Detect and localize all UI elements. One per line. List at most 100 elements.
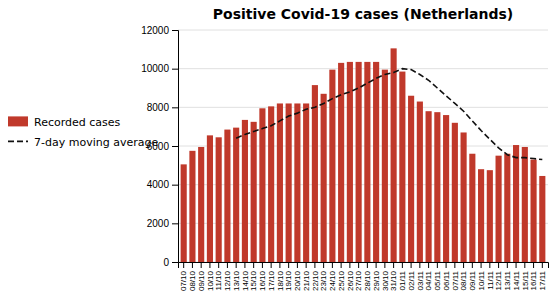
x-tick-label: 17/10: [267, 270, 276, 291]
x-tick-label: 27/10: [354, 270, 363, 291]
x-tick: 10/11: [477, 262, 486, 290]
bar: [496, 156, 502, 262]
x-tick-label: 25/10: [337, 270, 346, 291]
x-tick: 31/10: [389, 262, 398, 291]
x-tick-label: 15/10: [249, 270, 258, 291]
x-axis-line: [179, 263, 549, 269]
x-tick-mark: [271, 262, 272, 268]
x-tick-mark: [279, 262, 280, 268]
x-tick: 03/11: [416, 262, 425, 290]
x-tick: 19/10: [284, 262, 293, 291]
x-tick-mark: [516, 262, 517, 268]
bar: [277, 103, 283, 262]
x-tick: 13/11: [503, 262, 512, 290]
x-tick: 28/10: [363, 262, 372, 291]
x-tick: 21/10: [302, 262, 311, 291]
x-tick-mark: [227, 262, 228, 268]
x-tick: 16/11: [529, 262, 538, 290]
x-tick-label: 07/10: [179, 270, 188, 291]
bar: [531, 160, 537, 262]
line: [236, 69, 542, 160]
bar: [539, 176, 545, 262]
legend-swatch: [8, 141, 28, 143]
x-tick: 17/11: [538, 262, 547, 290]
x-tick-mark: [446, 262, 447, 268]
x-tick-label: 02/11: [407, 270, 416, 290]
x-tick-mark: [253, 262, 254, 268]
x-tick-mark: [419, 262, 420, 268]
x-tick: 18/10: [276, 262, 285, 291]
x-tick-label: 30/10: [381, 270, 390, 291]
x-tick-label: 12/10: [223, 270, 232, 291]
x-tick-label: 31/10: [389, 270, 398, 291]
bar-series: [181, 48, 546, 262]
x-tick-label: 08/10: [188, 270, 197, 291]
x-tick-label: 14/10: [241, 270, 250, 291]
x-tick-label: 17/11: [538, 270, 547, 290]
bar: [452, 123, 458, 262]
grid: [178, 30, 548, 262]
bar: [181, 164, 187, 262]
y-tick: 8000: [147, 102, 178, 113]
x-tick-label: 18/10: [276, 270, 285, 291]
x-tick: 15/11: [521, 262, 530, 290]
y-tick: 12000: [141, 25, 178, 36]
x-tick: 09/11: [468, 262, 477, 290]
bar: [434, 112, 440, 262]
bar: [373, 62, 379, 262]
x-tick-mark: [236, 262, 237, 268]
x-tick: 08/10: [188, 262, 197, 291]
bar: [443, 115, 449, 262]
x-tick-mark: [376, 262, 377, 268]
x-tick-label: 06/11: [442, 270, 451, 290]
bar: [251, 122, 257, 262]
x-tick: 11/10: [214, 262, 223, 290]
plot: 02000400060008000100001200007/1008/1009/…: [141, 25, 548, 291]
x-tick-mark: [314, 262, 315, 268]
bar: [478, 169, 484, 262]
bar: [408, 96, 414, 262]
x-tick-mark: [297, 262, 298, 268]
x-tick-mark: [463, 262, 464, 268]
y-tick-label: 12000: [141, 25, 169, 36]
legend-item: 7-day moving average: [8, 136, 158, 149]
legend-item: Recorded cases: [8, 116, 121, 129]
x-tick: 15/10: [249, 262, 258, 291]
y-axis-line: [172, 31, 179, 263]
y-tick-label: 8000: [147, 102, 170, 113]
x-tick: 14/10: [241, 262, 250, 291]
x-tick-label: 01/11: [398, 270, 407, 290]
x-tick-mark: [367, 262, 368, 268]
x-tick-mark: [349, 262, 350, 268]
x-tick: 30/10: [381, 262, 390, 291]
bar: [294, 103, 300, 262]
x-tick-label: 23/10: [319, 270, 328, 291]
x-tick-mark: [454, 262, 455, 268]
x-tick-mark: [481, 262, 482, 268]
x-tick-mark: [393, 262, 394, 268]
x-tick-mark: [218, 262, 219, 268]
bar: [189, 151, 195, 262]
y-tick: 10000: [141, 63, 178, 74]
bar: [242, 120, 248, 262]
x-tick-mark: [201, 262, 202, 268]
x-tick-label: 13/10: [232, 270, 241, 291]
x-tick-label: 08/11: [459, 270, 468, 290]
y-tick-label: 4000: [147, 179, 170, 190]
bar: [487, 170, 493, 262]
x-tick-mark: [402, 262, 403, 268]
marks: [181, 48, 546, 262]
x-tick: 23/10: [319, 262, 328, 291]
x-tick-label: 28/10: [363, 270, 372, 291]
legend-label: 7-day moving average: [34, 136, 158, 149]
x-tick-mark: [262, 262, 263, 268]
x-tick: 17/10: [267, 262, 276, 291]
bar: [391, 48, 397, 262]
x-tick-mark: [341, 262, 342, 268]
x-tick-label: 07/11: [451, 270, 460, 290]
y-tick-mark: [172, 69, 178, 70]
x-tick-mark: [332, 262, 333, 268]
x-tick-mark: [306, 262, 307, 268]
x-tick-label: 15/11: [521, 270, 530, 290]
bar: [417, 102, 423, 262]
